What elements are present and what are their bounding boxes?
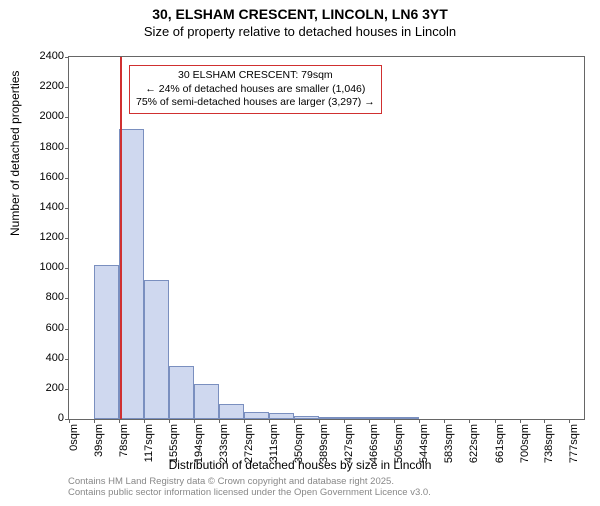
x-tick-label: 700sqm: [519, 424, 531, 464]
x-tick-mark: [419, 419, 420, 423]
x-tick-mark: [495, 419, 496, 423]
annotation-line: 75% of semi-detached houses are larger (…: [136, 96, 375, 110]
x-tick-mark: [94, 419, 95, 423]
x-tick-mark: [394, 419, 395, 423]
x-tick-label: 272sqm: [243, 424, 255, 464]
x-tick-mark: [69, 419, 70, 423]
x-tick-label: 777sqm: [568, 424, 580, 464]
x-tick-mark: [520, 419, 521, 423]
histogram-bar: [169, 366, 194, 419]
x-tick-label: 78sqm: [118, 424, 130, 464]
y-tick-label: 0: [24, 412, 64, 424]
y-tick-mark: [65, 389, 69, 390]
y-tick-mark: [65, 148, 69, 149]
y-tick-label: 2000: [24, 110, 64, 122]
histogram-bar: [269, 413, 294, 419]
x-tick-label: 155sqm: [168, 424, 180, 464]
y-tick-label: 1400: [24, 201, 64, 213]
y-tick-label: 1800: [24, 141, 64, 153]
y-tick-mark: [65, 87, 69, 88]
x-tick-label: 505sqm: [393, 424, 405, 464]
histogram-bar: [144, 280, 168, 419]
x-tick-mark: [144, 419, 145, 423]
histogram-bar: [94, 265, 119, 419]
y-tick-mark: [65, 208, 69, 209]
x-tick-label: 427sqm: [343, 424, 355, 464]
y-tick-label: 2400: [24, 50, 64, 62]
y-tick-mark: [65, 329, 69, 330]
y-axis-label: Number of detached properties: [8, 71, 22, 236]
y-tick-mark: [65, 238, 69, 239]
x-tick-mark: [119, 419, 120, 423]
histogram-bar: [119, 129, 144, 419]
x-tick-label: 583sqm: [443, 424, 455, 464]
footer-line-2: Contains public sector information licen…: [68, 487, 431, 498]
y-tick-mark: [65, 268, 69, 269]
histogram-bar: [344, 417, 369, 419]
property-marker-line: [120, 57, 122, 419]
x-tick-mark: [294, 419, 295, 423]
y-tick-mark: [65, 178, 69, 179]
footer-line-1: Contains HM Land Registry data © Crown c…: [68, 476, 431, 487]
y-tick-label: 1000: [24, 261, 64, 273]
x-tick-label: 194sqm: [193, 424, 205, 464]
y-tick-label: 2200: [24, 80, 64, 92]
y-tick-label: 1200: [24, 231, 64, 243]
x-tick-mark: [344, 419, 345, 423]
y-tick-mark: [65, 117, 69, 118]
histogram-bar: [394, 417, 419, 419]
chart-title-sub: Size of property relative to detached ho…: [0, 24, 600, 39]
y-tick-label: 400: [24, 352, 64, 364]
x-tick-mark: [569, 419, 570, 423]
x-tick-mark: [194, 419, 195, 423]
histogram-bar: [219, 404, 244, 419]
x-tick-label: 350sqm: [293, 424, 305, 464]
histogram-bar: [319, 417, 343, 419]
annotation-callout: 30 ELSHAM CRESCENT: 79sqm← 24% of detach…: [129, 65, 382, 114]
x-tick-mark: [444, 419, 445, 423]
x-tick-label: 311sqm: [268, 424, 280, 464]
x-tick-mark: [369, 419, 370, 423]
histogram-bar: [369, 417, 394, 419]
histogram-bar: [294, 416, 319, 419]
x-tick-label: 622sqm: [468, 424, 480, 464]
annotation-line: ← 24% of detached houses are smaller (1,…: [136, 83, 375, 97]
x-tick-label: 0sqm: [68, 424, 80, 464]
x-tick-mark: [469, 419, 470, 423]
x-tick-label: 233sqm: [218, 424, 230, 464]
y-tick-label: 600: [24, 322, 64, 334]
chart-title-main: 30, ELSHAM CRESCENT, LINCOLN, LN6 3YT: [0, 6, 600, 22]
x-tick-mark: [169, 419, 170, 423]
histogram-bar: [244, 412, 269, 419]
x-tick-mark: [544, 419, 545, 423]
y-tick-label: 1600: [24, 171, 64, 183]
x-tick-label: 661sqm: [494, 424, 506, 464]
x-tick-mark: [219, 419, 220, 423]
footer-attribution: Contains HM Land Registry data © Crown c…: [68, 476, 431, 499]
x-tick-label: 117sqm: [143, 424, 155, 464]
x-tick-label: 389sqm: [318, 424, 330, 464]
x-tick-mark: [319, 419, 320, 423]
y-tick-mark: [65, 359, 69, 360]
x-tick-label: 466sqm: [368, 424, 380, 464]
histogram-chart: 30 ELSHAM CRESCENT: 79sqm← 24% of detach…: [68, 56, 585, 420]
x-tick-label: 544sqm: [418, 424, 430, 464]
x-tick-mark: [269, 419, 270, 423]
y-tick-mark: [65, 298, 69, 299]
histogram-bar: [194, 384, 219, 419]
y-tick-label: 800: [24, 291, 64, 303]
x-tick-label: 738sqm: [543, 424, 555, 464]
y-tick-label: 200: [24, 382, 64, 394]
x-tick-label: 39sqm: [93, 424, 105, 464]
annotation-line: 30 ELSHAM CRESCENT: 79sqm: [136, 69, 375, 83]
x-tick-mark: [244, 419, 245, 423]
y-tick-mark: [65, 57, 69, 58]
